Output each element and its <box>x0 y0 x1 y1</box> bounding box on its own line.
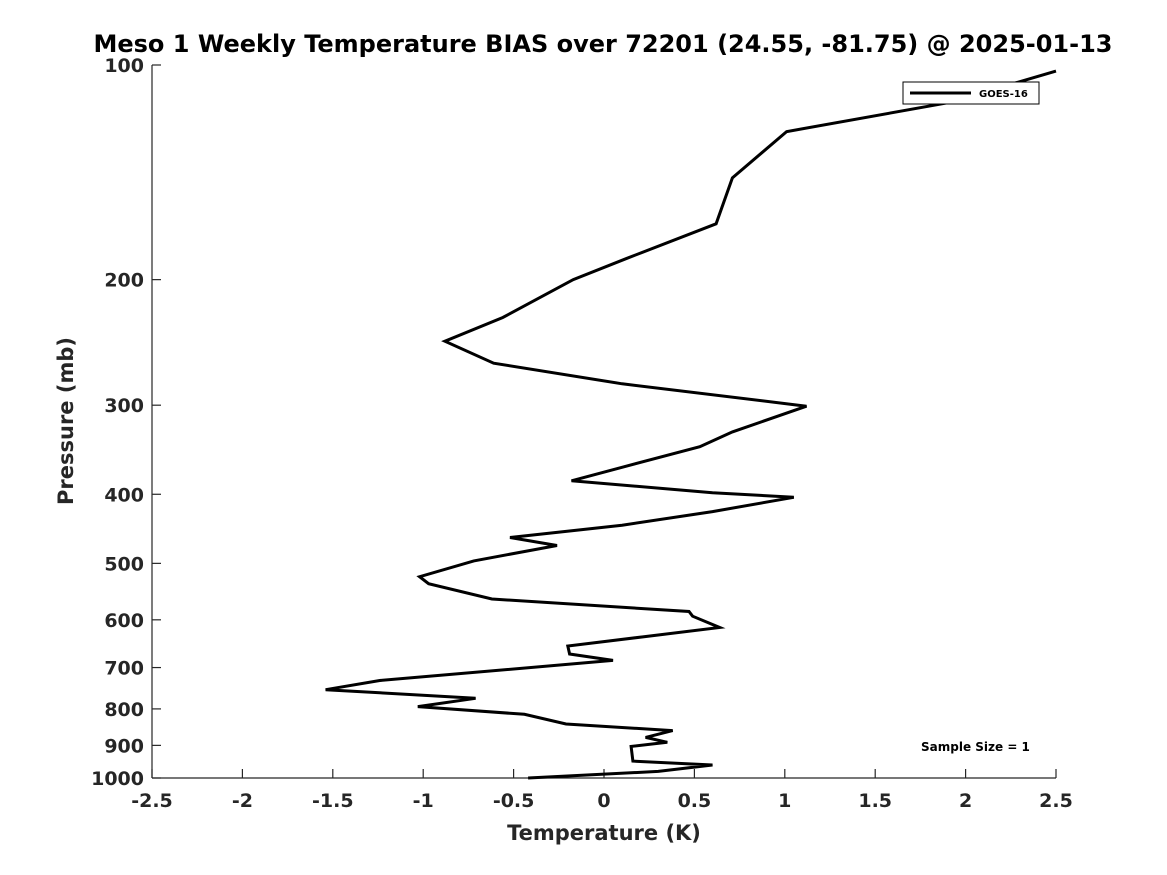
y-tick-label: 1000 <box>91 768 144 790</box>
chart-title: Meso 1 Weekly Temperature BIAS over 7220… <box>93 30 1112 58</box>
x-tick-label: -0.5 <box>493 790 535 812</box>
y-tick-label: 100 <box>104 55 144 77</box>
x-tick-label: 2 <box>959 790 972 812</box>
x-axis-label: Temperature (K) <box>507 821 701 845</box>
y-tick-label: 800 <box>104 699 144 721</box>
y-tick-label: 200 <box>104 270 144 292</box>
x-tick-label: 0 <box>597 790 610 812</box>
x-tick-label: -2 <box>232 790 253 812</box>
x-tick-label: 0.5 <box>678 790 712 812</box>
series-line-goes-16 <box>325 69 1057 780</box>
y-tick-label: 400 <box>104 484 144 506</box>
x-tick-label: 2.5 <box>1039 790 1073 812</box>
axes: -2.5 -2 -1.5 -1 -0.5 0 0.5 1 1.5 2 2.5 100 200 300 400… <box>91 55 1073 812</box>
y-tick-label: 300 <box>104 395 144 417</box>
legend-label-goes-16: GOES-16 <box>979 89 1028 100</box>
y-tick-label: 600 <box>104 610 144 632</box>
y-axis-label: Pressure (mb) <box>54 337 78 505</box>
x-tick-label: -1.5 <box>312 790 354 812</box>
x-tick-label: 1 <box>778 790 791 812</box>
series-layer <box>325 69 1057 780</box>
x-tick-label: 1.5 <box>858 790 892 812</box>
legend: GOES-16 <box>902 81 1040 105</box>
y-tick-label: 500 <box>104 553 144 575</box>
y-tick-label: 900 <box>104 735 144 757</box>
x-tick-label: -2.5 <box>131 790 173 812</box>
x-tick-label: -1 <box>413 790 434 812</box>
sample-size-annotation: Sample Size = 1 <box>921 740 1030 754</box>
y-tick-label: 700 <box>104 658 144 680</box>
